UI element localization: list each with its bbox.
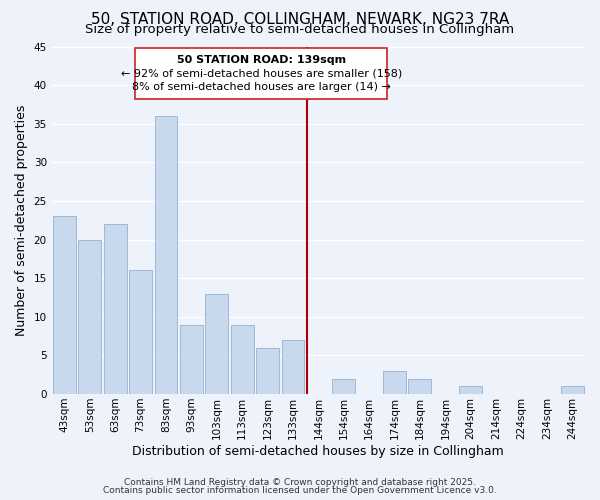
Bar (205, 294, 228, 394)
Bar (332, 378, 355, 394)
Bar (129, 270, 152, 394)
Bar (256, 348, 279, 394)
Bar (281, 340, 304, 394)
X-axis label: Distribution of semi-detached houses by size in Collingham: Distribution of semi-detached houses by … (133, 444, 504, 458)
Text: 50, STATION ROAD, COLLINGHAM, NEWARK, NG23 7RA: 50, STATION ROAD, COLLINGHAM, NEWARK, NG… (91, 12, 509, 28)
Text: 50 STATION ROAD: 139sqm: 50 STATION ROAD: 139sqm (176, 55, 346, 65)
Text: Contains public sector information licensed under the Open Government Licence v3: Contains public sector information licen… (103, 486, 497, 495)
Bar (561, 386, 584, 394)
Y-axis label: Number of semi-detached properties: Number of semi-detached properties (15, 104, 28, 336)
Bar (53, 216, 76, 394)
Bar (104, 224, 127, 394)
Text: Size of property relative to semi-detached houses in Collingham: Size of property relative to semi-detach… (85, 22, 515, 36)
Bar (180, 324, 203, 394)
Bar (409, 378, 431, 394)
Text: 8% of semi-detached houses are larger (14) →: 8% of semi-detached houses are larger (1… (132, 82, 391, 92)
Bar (155, 116, 178, 394)
Bar (231, 324, 254, 394)
FancyBboxPatch shape (136, 48, 387, 99)
Bar (459, 386, 482, 394)
Text: Contains HM Land Registry data © Crown copyright and database right 2025.: Contains HM Land Registry data © Crown c… (124, 478, 476, 487)
Bar (383, 371, 406, 394)
Bar (79, 240, 101, 394)
Text: ← 92% of semi-detached houses are smaller (158): ← 92% of semi-detached houses are smalle… (121, 69, 402, 79)
